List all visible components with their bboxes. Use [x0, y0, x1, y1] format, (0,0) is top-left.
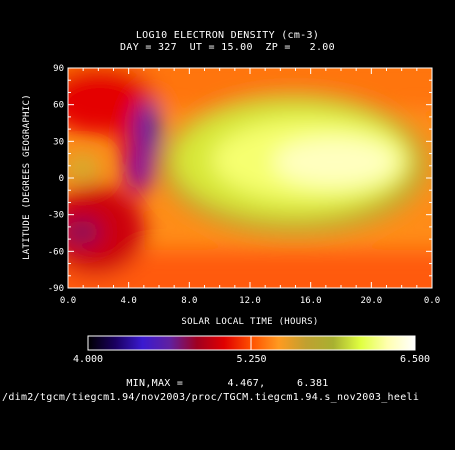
x-axis-label: SOLAR LOCAL TIME (HOURS): [181, 317, 319, 327]
source-path: /dim2/tgcm/tiegcm1.94/nov2003/proc/TGCM.…: [2, 392, 420, 403]
x-tick-label: 4.0: [121, 296, 137, 306]
y-tick-label: 0: [59, 174, 64, 184]
chart-title: LOG10 ELECTRON DENSITY (cm-3): [135, 30, 320, 41]
heatmap-field: [68, 68, 432, 288]
x-tick-label: 16.0: [300, 296, 322, 306]
y-tick-label: 90: [53, 64, 64, 74]
y-tick-label: -30: [48, 211, 64, 221]
x-tick-label: 0.0: [424, 296, 440, 306]
colorbar-tick-label: 5.250: [236, 354, 266, 365]
tick-marks: [67, 67, 433, 289]
y-tick-label: -90: [48, 284, 64, 294]
y-axis-label: LATITUDE (DEGREES GEOGRAPHIC): [22, 94, 32, 260]
y-tick-label: 60: [53, 101, 64, 111]
tick-labels: 0.0 4.0 8.0 12.0 16.0 20.0 0.0 90 60 30 0 -30 -60 -90: [48, 64, 440, 306]
chart-subtitle: DAY = 327 UT = 15.00 ZP = 2.00: [120, 42, 335, 53]
minmax-readout: MIN,MAX = 4.467, 6.381: [126, 378, 329, 389]
x-tick-label: 20.0: [360, 296, 382, 306]
x-tick-label: 0.0: [60, 296, 76, 306]
colorbar-tick-labels: 4.000 5.250 6.500: [73, 354, 430, 365]
x-tick-label: 8.0: [181, 296, 197, 306]
colorbar-tick-label: 4.000: [73, 354, 103, 365]
colorbar-tick-label: 6.500: [400, 354, 430, 365]
x-tick-label: 12.0: [239, 296, 261, 306]
y-tick-label: -60: [48, 247, 64, 257]
y-tick-label: 30: [53, 137, 64, 147]
